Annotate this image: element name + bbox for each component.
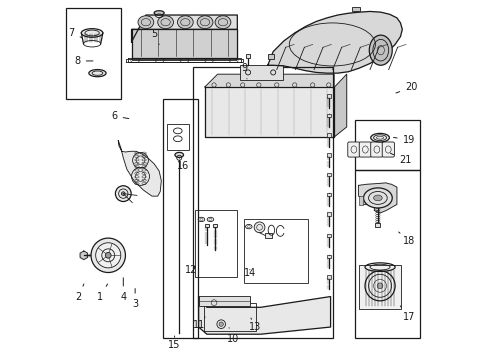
Polygon shape [204,87,333,137]
Text: 1: 1 [97,284,107,302]
Text: 14: 14 [243,267,256,278]
Text: 2: 2 [76,284,83,302]
Ellipse shape [175,152,183,157]
Bar [326,193,330,196]
FancyBboxPatch shape [382,142,394,157]
Text: 15: 15 [168,336,181,350]
Text: 10: 10 [226,328,239,343]
FancyBboxPatch shape [359,142,371,157]
Bar [192,67,333,338]
Bar [326,114,330,117]
Text: 17: 17 [400,306,414,322]
Circle shape [96,243,121,268]
Bar [326,275,330,279]
Text: 12: 12 [185,265,197,275]
Bar [245,54,250,58]
Bar [326,94,330,98]
Bar [267,54,274,59]
Polygon shape [204,74,333,87]
Ellipse shape [177,16,193,29]
Bar [265,233,271,238]
Bar [351,7,359,12]
Polygon shape [131,30,237,58]
Bar [326,173,330,176]
Bar [199,296,249,306]
Circle shape [254,222,264,233]
Bar [240,65,283,80]
Bar [354,170,419,338]
Text: 6: 6 [111,111,128,121]
Bar [66,8,121,99]
Text: 18: 18 [398,232,414,246]
Circle shape [376,283,382,289]
Bar [359,265,400,309]
Bar [326,153,330,157]
Text: 3: 3 [132,289,138,309]
Polygon shape [131,15,237,42]
Text: 11: 11 [192,317,204,330]
Polygon shape [198,297,330,334]
Bar [326,255,330,258]
Circle shape [91,238,125,273]
Text: 20: 20 [395,82,417,93]
Bar [204,303,256,331]
Text: 8: 8 [75,56,93,66]
Bar [354,120,419,170]
Circle shape [115,186,131,202]
Circle shape [105,252,111,258]
Circle shape [121,192,125,195]
Text: 9: 9 [241,63,247,79]
Text: 21: 21 [389,153,410,165]
Text: 4: 4 [120,278,126,302]
Bar [212,224,217,227]
Ellipse shape [215,16,230,29]
Bar [326,212,330,216]
Text: 19: 19 [393,135,414,145]
Bar [375,223,380,226]
Polygon shape [267,12,402,73]
Ellipse shape [363,188,391,208]
Ellipse shape [370,134,388,142]
Circle shape [219,322,223,326]
Bar [163,99,198,338]
Bar [358,196,363,205]
Ellipse shape [197,16,212,29]
Ellipse shape [158,16,173,29]
Text: 16: 16 [177,158,189,171]
Ellipse shape [154,11,164,15]
Text: 7: 7 [68,28,82,38]
Text: 13: 13 [248,318,261,332]
Text: 5: 5 [151,29,159,44]
Bar [204,224,208,227]
Ellipse shape [373,195,382,201]
Bar [326,134,330,137]
Bar [244,220,307,283]
Polygon shape [118,140,161,196]
Bar [166,125,188,149]
Ellipse shape [89,69,106,77]
Bar [195,211,237,277]
Ellipse shape [368,35,391,65]
Polygon shape [333,74,346,137]
Polygon shape [80,251,87,260]
FancyBboxPatch shape [347,142,359,157]
FancyBboxPatch shape [370,142,382,157]
Bar [326,234,330,237]
Ellipse shape [81,29,102,37]
Polygon shape [358,183,396,213]
Ellipse shape [138,16,153,29]
